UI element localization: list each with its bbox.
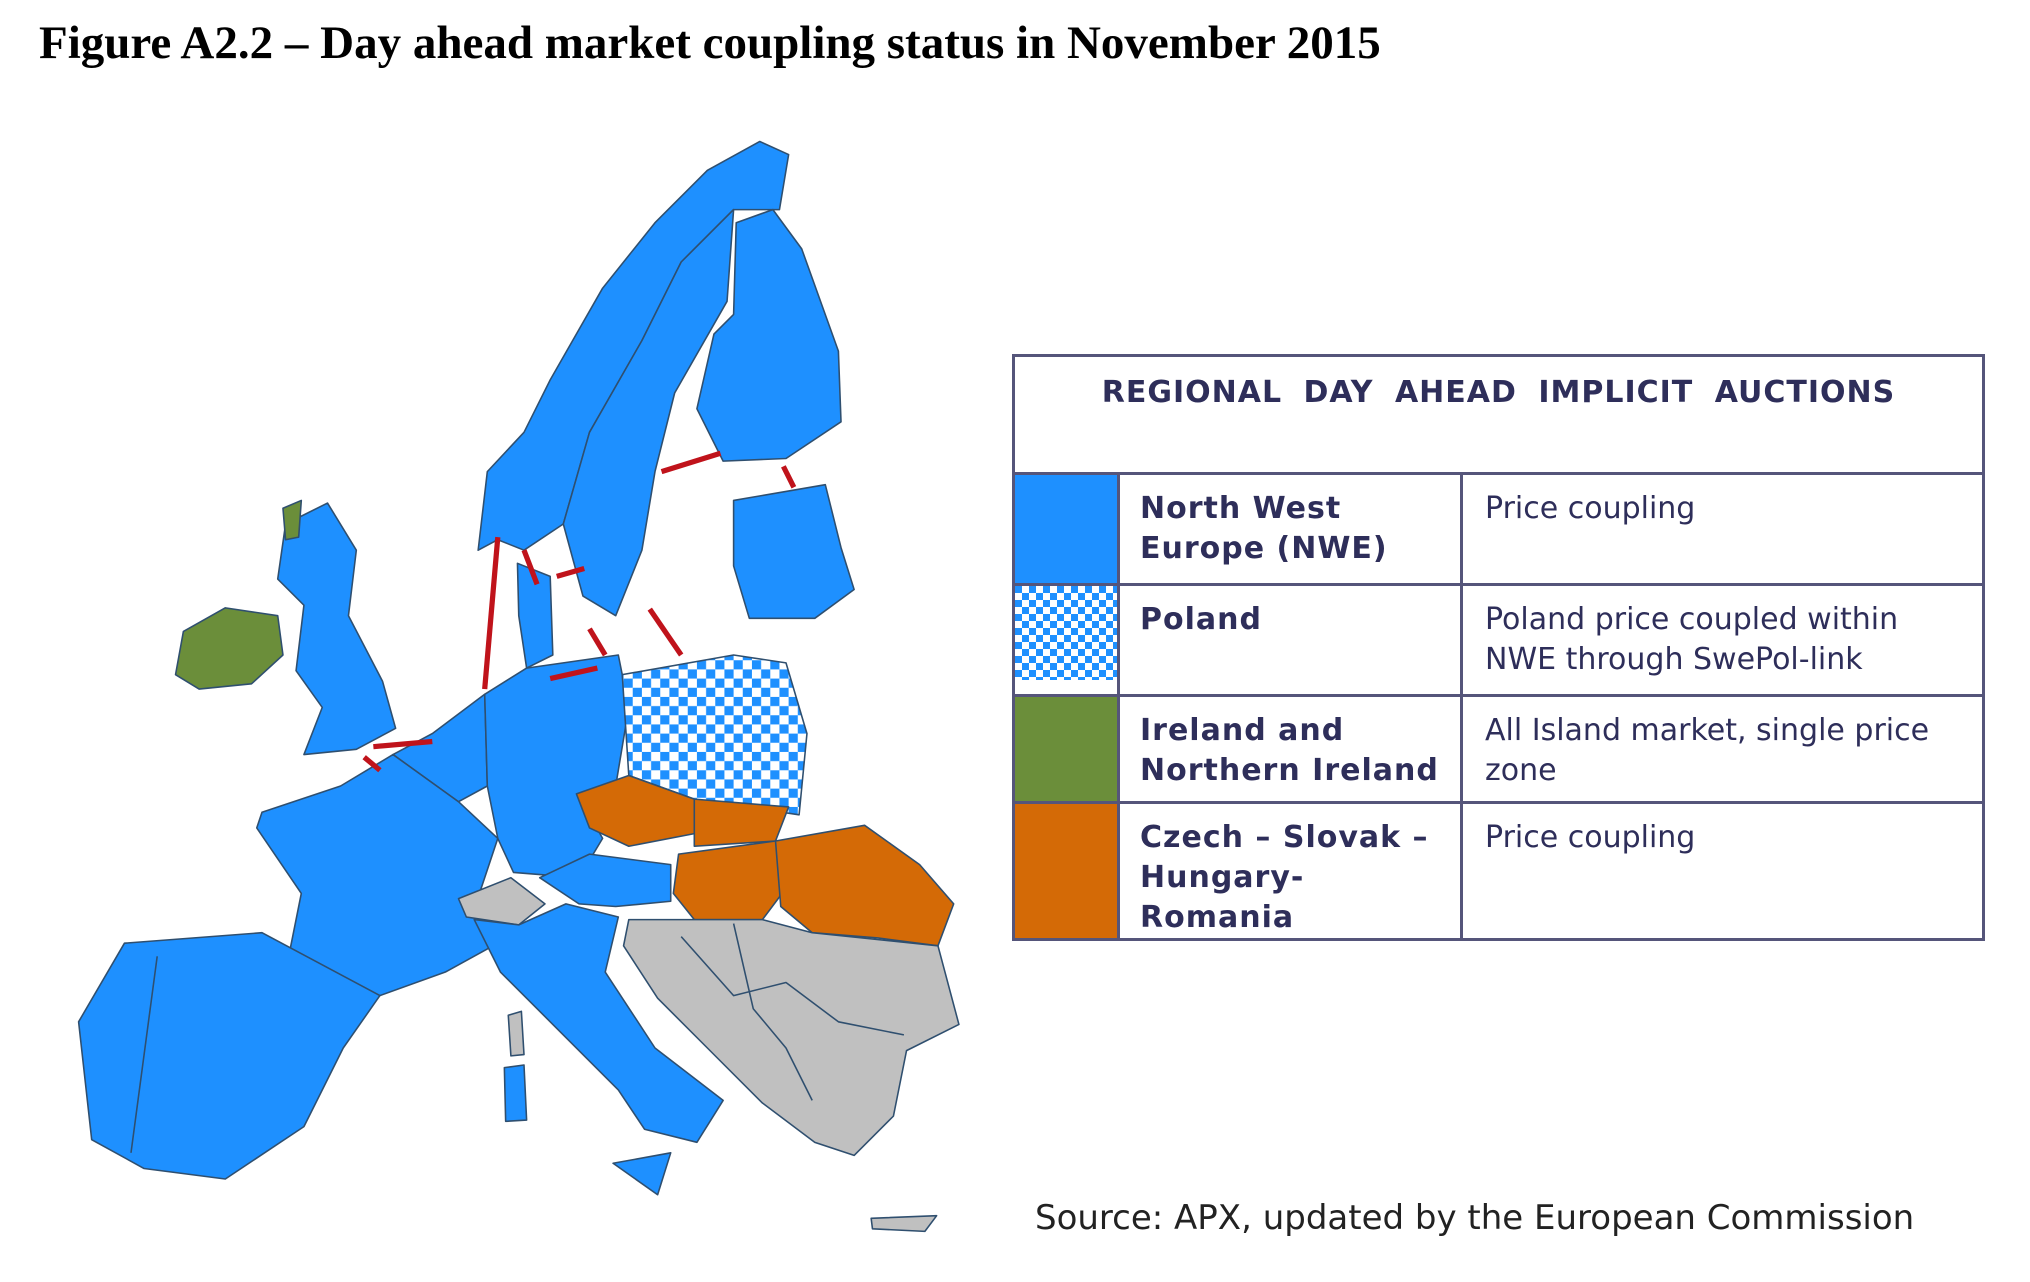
border <box>130 956 158 1153</box>
legend-label: Poland <box>1117 583 1463 697</box>
border <box>732 923 813 1101</box>
europe-map <box>77 140 960 1233</box>
legend-swatch <box>1012 694 1120 804</box>
romania <box>774 824 955 947</box>
sweden <box>562 208 735 617</box>
interconnector <box>482 536 501 690</box>
slovakia <box>693 798 790 848</box>
sardinia <box>503 1064 528 1123</box>
baltic-states <box>732 483 855 620</box>
austria <box>538 853 672 908</box>
legend-table: REGIONAL DAY AHEAD IMPLICIT AUCTIONS Nor… <box>1012 354 1985 941</box>
finland <box>696 208 842 462</box>
interconnector <box>781 465 797 489</box>
norway <box>477 140 790 551</box>
interconnector <box>362 755 382 773</box>
switzerland <box>457 876 546 926</box>
figure-title: Figure A2.2 – Day ahead market coupling … <box>39 17 1381 69</box>
legend-label: North West Europe (NWE) <box>1117 472 1463 586</box>
interconnector <box>660 450 722 475</box>
legend-description: Price coupling <box>1460 801 1985 941</box>
interconnector <box>549 665 598 682</box>
corsica <box>507 1010 525 1057</box>
legend-label: Czech – Slovak – Hungary-Romania <box>1117 801 1463 941</box>
crete <box>870 1214 938 1233</box>
iberia <box>77 931 381 1180</box>
great-britain <box>276 502 397 756</box>
germany <box>483 654 630 879</box>
interconnector <box>587 627 608 657</box>
interconnector <box>521 549 540 586</box>
sicily <box>612 1152 672 1196</box>
legend-swatch <box>1012 472 1120 586</box>
interconnector <box>373 738 433 750</box>
legend-swatch <box>1012 801 1120 941</box>
scottish-isles <box>282 499 303 541</box>
checker-swatch <box>1015 586 1117 680</box>
source-note: Source: APX, updated by the European Com… <box>1035 1198 1915 1238</box>
denmark <box>516 562 554 669</box>
interconnectors <box>362 450 797 773</box>
legend-description: Poland price coupled within NWE through … <box>1460 583 1985 697</box>
italy <box>473 903 724 1144</box>
legend-description: Price coupling <box>1460 472 1985 586</box>
border <box>680 936 905 1036</box>
interconnector <box>556 566 585 579</box>
ireland <box>174 607 284 690</box>
legend-header: REGIONAL DAY AHEAD IMPLICIT AUCTIONS <box>1012 354 1985 475</box>
interconnector <box>647 607 684 657</box>
legend-label: Ireland and Northern Ireland <box>1117 694 1463 804</box>
legend-swatch <box>1012 583 1120 697</box>
legend-description: All Island market, single price zone <box>1460 694 1985 804</box>
balkans <box>622 918 960 1157</box>
